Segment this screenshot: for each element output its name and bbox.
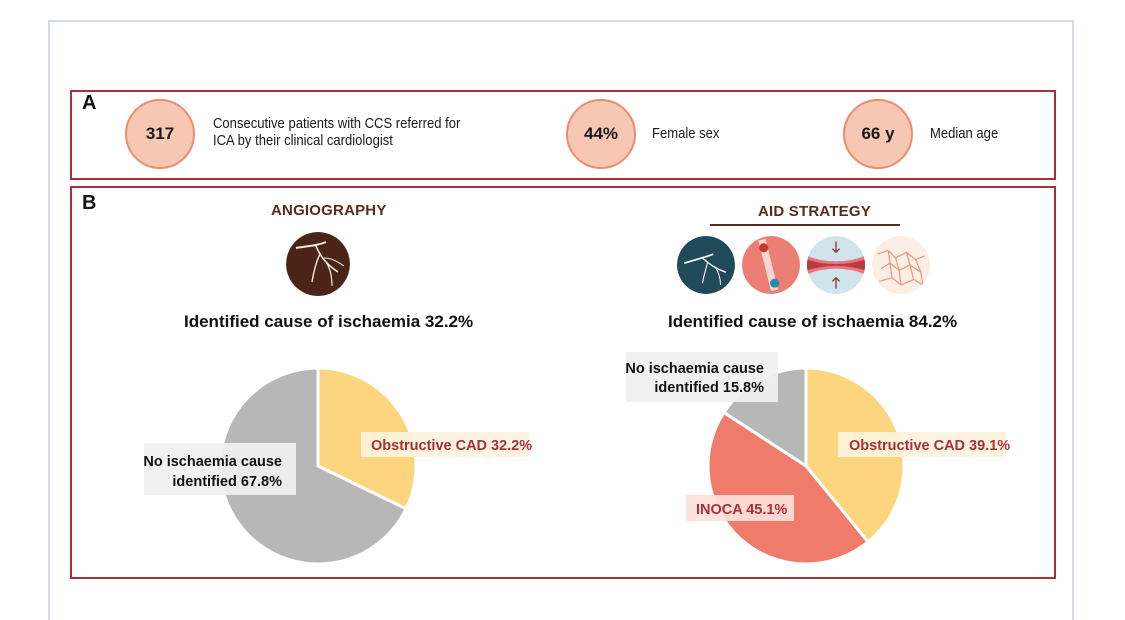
right-none-label-group: No ischaemia cause identified 15.8% <box>625 352 778 402</box>
aid-strategy-title: AID STRATEGY <box>758 203 871 220</box>
right-none-label-line1: No ischaemia cause <box>625 361 764 377</box>
patients-count-circle: 317 <box>125 99 195 169</box>
left-obstructive-label: Obstructive CAD 32.2% <box>371 438 532 454</box>
aid-strategy-pie-slice-1 <box>706 410 871 566</box>
female-sex-label: Female sex <box>652 126 720 142</box>
pressure-wire-icon <box>742 236 800 294</box>
left-obstructive-label-group: Obstructive CAD 32.2% <box>361 432 532 457</box>
left-none-label-line2: identified 67.8% <box>172 474 282 490</box>
right-inoca-label-group: INOCA 45.1% <box>686 495 794 521</box>
right-inoca-label: INOCA 45.1% <box>696 502 787 518</box>
right-obstructive-label-group: Obstructive CAD 39.1% <box>838 432 1010 457</box>
label-background <box>144 443 296 495</box>
microvascular-network-icon <box>872 236 930 294</box>
label-background <box>838 432 1006 457</box>
angiography-title: ANGIOGRAPHY <box>271 202 387 219</box>
angiography-vessel-icon <box>286 232 350 296</box>
right-none-label-line2: identified 15.8% <box>654 380 764 396</box>
label-background <box>626 352 778 402</box>
patients-count-label: Consecutive patients with CCS referred f… <box>213 116 460 150</box>
right-obstructive-label: Obstructive CAD 39.1% <box>849 438 1010 454</box>
label-background <box>686 495 794 521</box>
label-background <box>361 432 529 457</box>
aid-strategy-underline <box>710 224 900 226</box>
median-age-circle: 66 y <box>843 99 913 169</box>
patients-count-label-line2: ICA by their clinical cardiologist <box>213 133 393 149</box>
angiography-caption: Identified cause of ischaemia 32.2% <box>184 312 474 331</box>
left-none-label-line1: No ischaemia cause <box>143 454 282 470</box>
panel-a-letter: A <box>82 92 97 114</box>
angiography-vessel-icon <box>677 236 735 294</box>
patients-count-label-line1: Consecutive patients with CCS referred f… <box>213 116 461 132</box>
angiography-pie-slice-1 <box>218 366 409 566</box>
vessel-constriction-icon <box>807 236 865 294</box>
female-sex-circle: 44% <box>566 99 636 169</box>
aid-strategy-caption: Identified cause of ischaemia 84.2% <box>668 312 958 331</box>
median-age-label: Median age <box>930 126 999 142</box>
left-none-label-group: No ischaemia cause identified 67.8% <box>143 443 296 495</box>
panel-b-letter: B <box>82 192 97 214</box>
